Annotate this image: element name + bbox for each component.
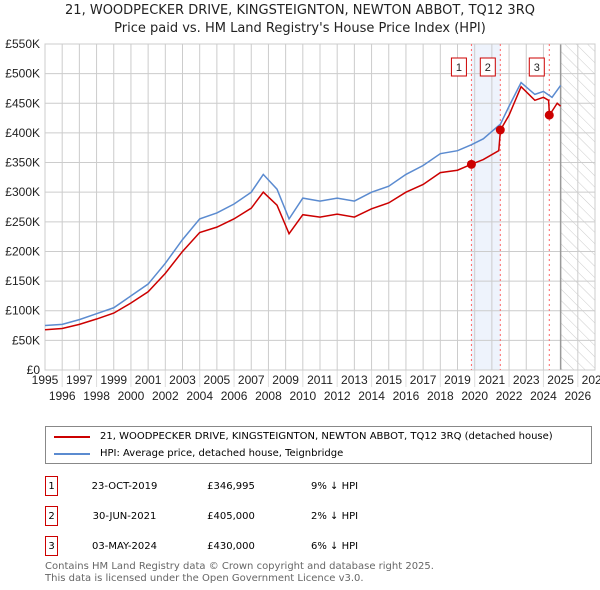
sale-price: £346,995 <box>207 480 255 492</box>
sale-date: 23-OCT-2019 <box>91 480 158 492</box>
sale-date: 03-MAY-2024 <box>91 540 157 552</box>
x-tick-label: 2014 <box>358 389 385 403</box>
sale-row: 1 23-OCT-2019 £346,995 9% ↓ HPI <box>45 476 358 496</box>
sale-period-shading <box>471 44 501 370</box>
sale-marker-box <box>479 57 496 77</box>
y-tick-label: £350K <box>5 156 40 170</box>
footer: Contains HM Land Registry data © Crown c… <box>45 561 434 585</box>
price-chart: £0 £50K £100K £150K £200K £250K £300K £350K £400… <box>5 37 600 403</box>
legend-item-hpi: HPI: Average price, detached house, Teig… <box>54 448 343 459</box>
y-tick-label: £50K <box>12 333 40 347</box>
sale-price: £405,000 <box>207 510 255 522</box>
y-tick-label: £400K <box>5 126 40 140</box>
y-tick-label: £300K <box>5 185 40 199</box>
series-line <box>44 81 562 327</box>
x-tick-label: 2012 <box>324 389 351 403</box>
sale-point <box>495 125 505 135</box>
x-tick-label: 1999 <box>100 373 127 387</box>
x-tick-label: 2006 <box>221 389 248 403</box>
x-tick-label: 2020 <box>461 389 488 403</box>
legend-label: 21, WOODPECKER DRIVE, KINGSTEIGNTON, NEW… <box>100 431 553 442</box>
legend-label: HPI: Average price, detached house, Teig… <box>100 448 344 459</box>
y-tick-label: £150K <box>5 274 40 288</box>
sale-hpi-diff: 2% ↓ HPI <box>311 510 359 522</box>
x-tick-label: 1995 <box>32 373 59 387</box>
sale-point <box>466 159 476 169</box>
x-tick-label: 2001 <box>135 373 162 387</box>
x-tick-label: 2027 <box>582 373 600 387</box>
chart-title: 21, WOODPECKER DRIVE, KINGSTEIGNTON, NEW… <box>65 3 535 18</box>
x-tick-label: 2016 <box>393 389 420 403</box>
sale-number: 3 <box>45 536 58 556</box>
x-tick-label: 2023 <box>513 373 540 387</box>
sale-hpi-diff: 6% ↓ HPI <box>311 540 359 552</box>
x-tick-label: 2019 <box>444 373 471 387</box>
x-tick-label: 2008 <box>255 389 282 403</box>
sale-row: 2 30-JUN-2021 £405,000 2% ↓ HPI <box>45 506 358 526</box>
legend: 21, WOODPECKER DRIVE, KINGSTEIGNTON, NEW… <box>45 426 592 464</box>
sale-marker-label: 3 <box>534 62 540 74</box>
sale-marker-box <box>450 57 467 77</box>
legend-item-property: 21, WOODPECKER DRIVE, KINGSTEIGNTON, NEW… <box>54 431 553 442</box>
y-tick-label: £200K <box>5 244 40 258</box>
sale-date: 30-JUN-2021 <box>92 510 157 522</box>
x-tick-label: 2009 <box>272 373 299 387</box>
x-tick-label: 2021 <box>479 373 506 387</box>
sale-price: £430,000 <box>207 540 255 552</box>
chart-subtitle: Price paid vs. HM Land Registry's House … <box>114 21 486 36</box>
footer-line: This data is licensed under the Open Gov… <box>45 573 364 584</box>
sale-marker-label: 1 <box>456 62 462 74</box>
x-tick-label: 2005 <box>204 373 231 387</box>
y-tick-label: £550K <box>5 37 40 51</box>
y-tick-label: £250K <box>5 215 40 229</box>
x-tick-label: 2026 <box>564 389 591 403</box>
y-tick-label: £450K <box>5 96 40 110</box>
x-tick-label: 1997 <box>66 373 93 387</box>
sale-number: 1 <box>45 476 58 496</box>
x-tick-label: 1998 <box>83 389 110 403</box>
x-tick-label: 2022 <box>496 389 523 403</box>
sale-hpi-diff: 9% ↓ HPI <box>311 480 359 492</box>
sale-number: 2 <box>45 506 58 526</box>
x-tick-label: 2007 <box>238 373 265 387</box>
x-tick-label: 2024 <box>530 389 557 403</box>
x-tick-label: 2003 <box>169 373 196 387</box>
x-tick-label: 2011 <box>307 373 333 387</box>
x-tick-label: 2010 <box>289 389 316 403</box>
x-tick-label: 2018 <box>427 389 454 403</box>
x-tick-label: 2004 <box>186 389 213 403</box>
y-tick-label: £100K <box>5 304 40 318</box>
x-tick-label: 2000 <box>118 389 145 403</box>
sale-row: 3 03-MAY-2024 £430,000 6% ↓ HPI <box>45 536 358 556</box>
footer-line: Contains HM Land Registry data © Crown c… <box>45 561 434 572</box>
x-tick-label: 2025 <box>547 373 574 387</box>
x-tick-label: 2017 <box>410 373 437 387</box>
x-tick-label: 1996 <box>49 389 76 403</box>
x-tick-label: 2002 <box>152 389 179 403</box>
plot-border <box>44 43 596 371</box>
y-tick-label: £500K <box>5 67 40 81</box>
sale-point <box>544 110 554 120</box>
x-tick-label: 2013 <box>341 373 368 387</box>
sale-marker-box <box>528 57 545 77</box>
x-tick-label: 2015 <box>375 373 402 387</box>
sale-marker-label: 2 <box>485 62 491 74</box>
y-tick-label: £0 <box>27 363 41 377</box>
series-line <box>44 85 562 331</box>
